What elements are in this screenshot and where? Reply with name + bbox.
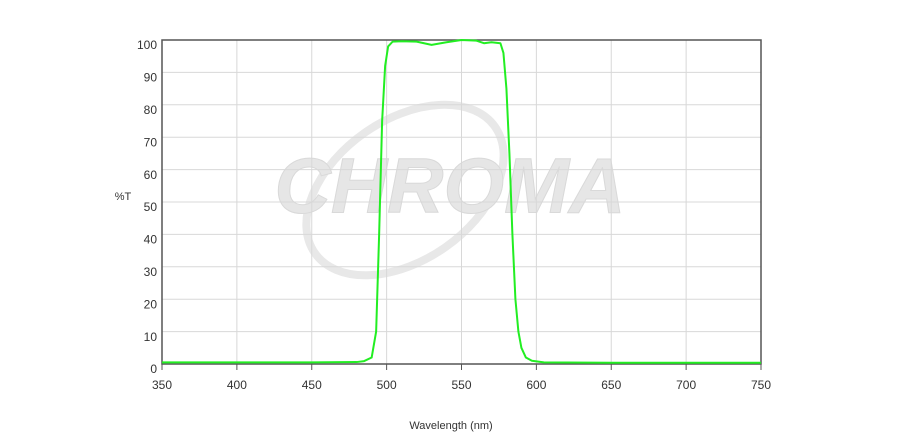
x-tick-label: 400 [227,378,247,392]
y-tick-label: 20 [144,297,158,311]
y-tick-label: 0 [150,362,157,376]
x-tick-label: 750 [751,378,771,392]
x-tick-label: 650 [601,378,621,392]
x-tick-label: 550 [451,378,471,392]
x-tick-label: 700 [676,378,696,392]
y-tick-label: 30 [144,265,158,279]
y-tick-label: 100 [137,38,157,52]
y-tick-label: 70 [144,135,158,149]
y-tick-label: 60 [144,168,158,182]
y-tick-label: 80 [144,103,158,117]
y-tick-label: 90 [144,71,158,85]
y-tick-label: 50 [144,200,158,214]
watermark-swoosh [302,100,508,280]
y-tick-label: 40 [144,233,158,247]
x-tick-label: 450 [302,378,322,392]
watermark: CHROMA [274,100,626,280]
x-tick-label: 500 [377,378,397,392]
x-axis-label: Wavelength (nm) [409,420,492,432]
x-tick-label: 350 [152,378,172,392]
y-tick-label: 10 [144,330,158,344]
watermark-text: CHROMA [275,142,626,230]
data-line [162,39,761,364]
x-tick-label: 600 [526,378,546,392]
y-axis-label: %T [115,191,132,203]
